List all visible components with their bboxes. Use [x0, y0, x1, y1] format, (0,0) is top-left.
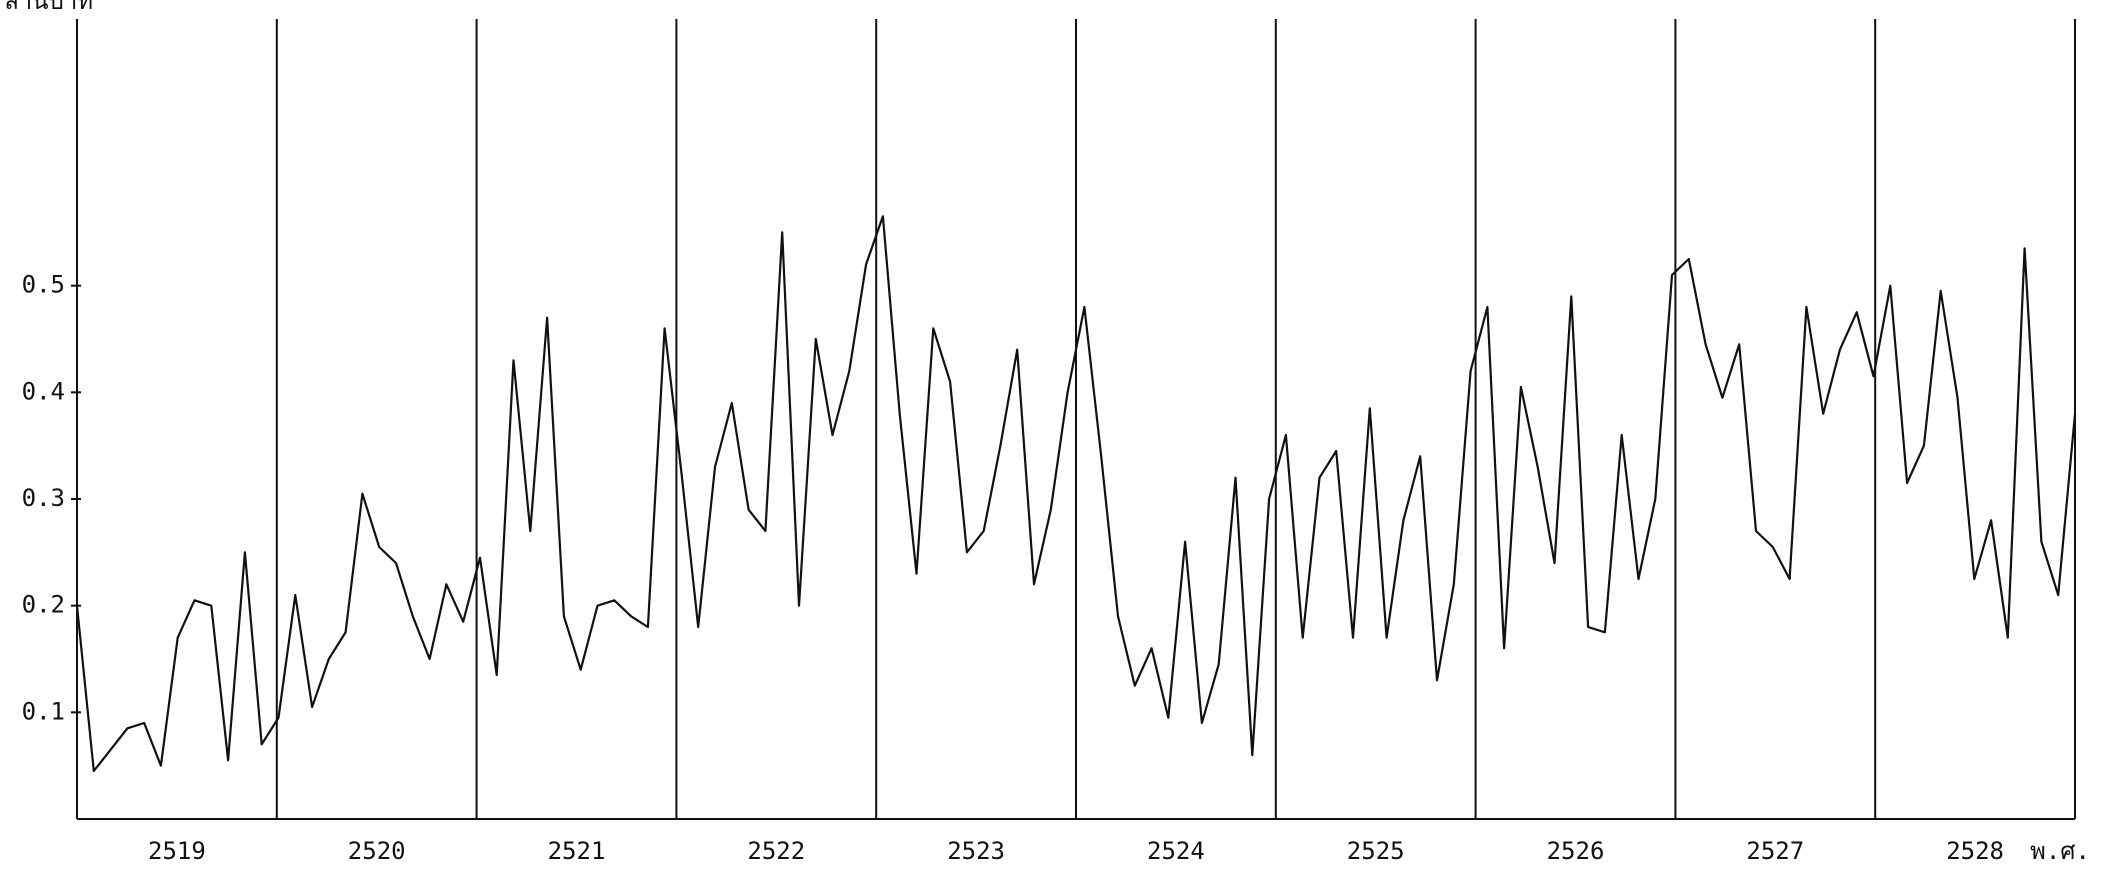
x-tick-label: 2528: [1946, 837, 2004, 865]
y-tick-label: 0.2: [22, 591, 65, 619]
x-tick-label: 2522: [747, 837, 805, 865]
x-tick-label: 2519: [148, 837, 206, 865]
x-tick-label: 2521: [548, 837, 606, 865]
x-tick-label: 2520: [348, 837, 406, 865]
y-axis-label: ล้านบาท: [4, 0, 93, 15]
chart: ล้านบาท พ.ศ. 0.1 0.2 0.3 0.4 0.5 2519 2520 2521…: [0, 0, 2118, 869]
x-tick-label: 2523: [947, 837, 1005, 865]
x-tick-label: 2525: [1347, 837, 1405, 865]
x-axis-label: พ.ศ.: [2030, 837, 2090, 865]
y-tick-label: 0.5: [22, 271, 65, 299]
y-tick-label: 0.1: [22, 697, 65, 725]
x-tick-label: 2526: [1547, 837, 1605, 865]
y-tick-label: 0.4: [22, 377, 65, 405]
y-tick-label: 0.3: [22, 484, 65, 512]
x-tick-label: 2527: [1746, 837, 1804, 865]
x-tick-label: 2524: [1147, 837, 1205, 865]
page: {"chart_data": {"type": "line", "y_label…: [0, 0, 2118, 869]
